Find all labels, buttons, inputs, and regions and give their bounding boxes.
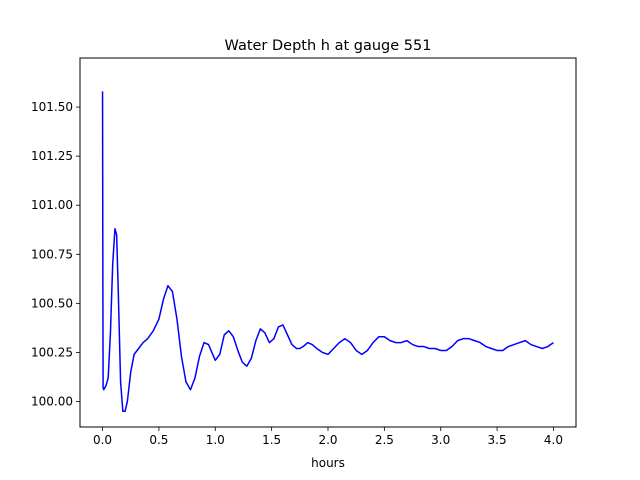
x-tick-label: 1.0 bbox=[206, 433, 225, 447]
series-line-0 bbox=[101, 91, 554, 413]
x-tick-label: 4.0 bbox=[544, 433, 563, 447]
y-axis: 100.00 100.25 100.50 100.75 101.00 101.25 101.… bbox=[31, 100, 80, 408]
y-tick-label: 101.00 bbox=[31, 198, 73, 212]
x-tick-label: 1.5 bbox=[262, 433, 281, 447]
x-axis: 0.0 0.5 1.0 1.5 2.0 2.5 3.0 3.5 4.0 bbox=[93, 427, 563, 447]
y-tick-label: 100.75 bbox=[31, 247, 73, 261]
y-tick-label: 100.25 bbox=[31, 345, 73, 359]
x-tick-label: 3.5 bbox=[488, 433, 507, 447]
x-axis-label: hours bbox=[311, 456, 345, 470]
y-tick-label: 101.50 bbox=[31, 100, 73, 114]
x-tick-label: 0.5 bbox=[149, 433, 168, 447]
x-tick-label: 3.0 bbox=[431, 433, 450, 447]
y-tick-label: 100.00 bbox=[31, 394, 73, 408]
y-tick-label: 100.50 bbox=[31, 296, 73, 310]
x-tick-label: 2.0 bbox=[318, 433, 337, 447]
chart-title: Water Depth h at gauge 551 bbox=[225, 38, 432, 54]
x-tick-label: 0.0 bbox=[93, 433, 112, 447]
plot-area bbox=[101, 91, 554, 413]
x-tick-label: 2.5 bbox=[375, 433, 394, 447]
y-tick-label: 101.25 bbox=[31, 149, 73, 163]
